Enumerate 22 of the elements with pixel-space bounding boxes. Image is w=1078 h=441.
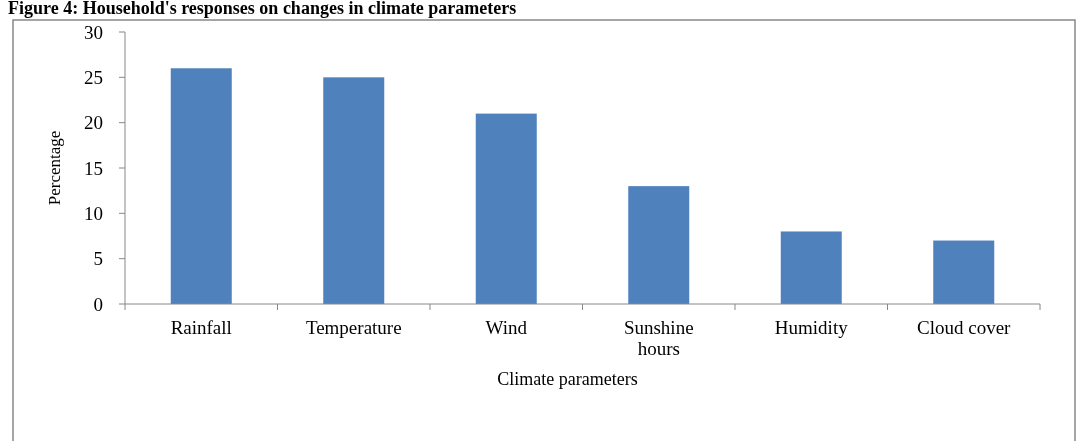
y-tick-label: 0	[93, 293, 103, 315]
y-tick-label: 5	[93, 248, 103, 270]
y-axis-title: Percentage	[45, 130, 64, 206]
x-tick-label: Rainfall	[170, 317, 232, 338]
y-tick-label: 10	[84, 202, 103, 224]
bar	[170, 68, 232, 304]
x-tick-label: Wind	[485, 317, 528, 338]
bar	[628, 186, 690, 304]
y-tick-label: 20	[84, 112, 103, 134]
y-tick-label: 30	[84, 21, 103, 43]
y-tick-label: 15	[84, 157, 103, 179]
x-axis-title: Climate parameters	[497, 369, 638, 389]
x-tick-label: Humidity	[774, 317, 849, 338]
y-tick-label: 25	[84, 66, 103, 88]
x-tick-label: Sunshine hours	[623, 317, 694, 359]
bar	[780, 231, 842, 304]
chart-title: Figure 4: Household's responses on changes in climate parameters	[8, 0, 517, 18]
bar	[475, 113, 537, 304]
bar	[323, 77, 385, 304]
x-tick-label: Cloud cover	[917, 317, 1012, 338]
bar	[933, 240, 995, 304]
x-tick-label: Temperature	[305, 317, 402, 338]
